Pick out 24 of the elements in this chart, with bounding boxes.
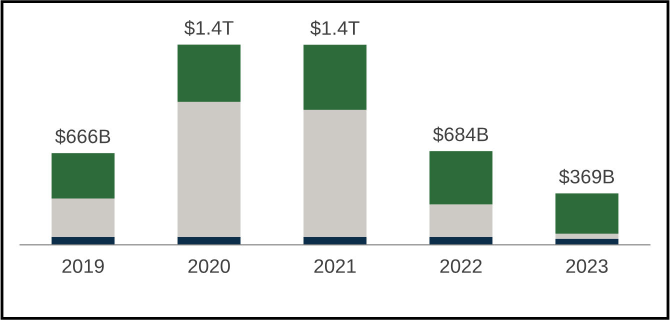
- x-tick-label: 2020: [188, 259, 230, 273]
- x-tick-label: 2019: [62, 259, 104, 273]
- bar: [429, 151, 492, 204]
- bar: [555, 193, 618, 234]
- x-tick-label: 2023: [566, 259, 608, 273]
- x-tick-label: 2021: [314, 259, 356, 273]
- bar: [555, 234, 618, 239]
- annotation: $1.4T: [184, 20, 234, 36]
- annotation: $684B: [433, 126, 488, 142]
- bar: [52, 153, 115, 199]
- bar: [52, 236, 115, 245]
- bar: [304, 44, 366, 110]
- annotation: $369B: [559, 168, 614, 185]
- bar: [178, 102, 241, 237]
- bar: [52, 198, 115, 237]
- bar: [178, 236, 241, 245]
- annotation: $666B: [55, 128, 110, 144]
- bar: [304, 110, 366, 237]
- bar: [178, 44, 241, 102]
- x-tick-label: 2022: [440, 259, 482, 273]
- bar: [429, 236, 492, 245]
- bar: [429, 204, 492, 237]
- annotation: $1.4T: [310, 20, 360, 36]
- bar: [304, 236, 366, 245]
